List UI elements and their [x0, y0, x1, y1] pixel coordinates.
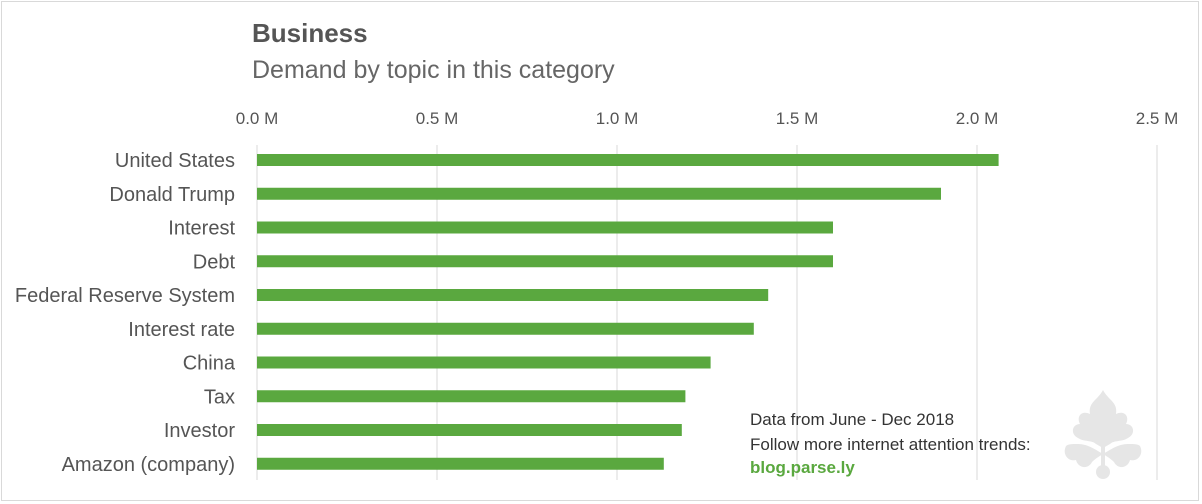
chart-title: Business: [252, 18, 368, 48]
category-label: Donald Trump: [109, 184, 235, 206]
x-tick-label: 1.5 M: [776, 109, 819, 128]
chart-subtitle: Demand by topic in this category: [252, 56, 615, 84]
x-tick-label: 1.0 M: [596, 109, 639, 128]
data-range-note: Data from June - Dec 2018: [750, 410, 955, 429]
category-label: Interest: [168, 218, 235, 240]
x-tick-label: 2.0 M: [956, 109, 999, 128]
bar: [257, 457, 664, 470]
x-tick-label: 0.0 M: [236, 109, 279, 128]
bar: [257, 322, 754, 335]
bar: [257, 221, 833, 234]
bar: [257, 154, 999, 166]
bars: [257, 154, 999, 470]
bar: [257, 424, 682, 436]
category-label: China: [183, 353, 236, 375]
category-labels: United States Donald Trump Interest Debt Fed…: [15, 150, 236, 476]
bar: [257, 255, 833, 268]
category-label: Interest rate: [128, 319, 235, 341]
bar: [257, 390, 686, 403]
category-label: United States: [115, 150, 235, 172]
category-label: Investor: [164, 420, 235, 442]
x-tick-labels: 0.0 M 0.5 M 1.0 M 1.5 M 2.0 M 2.5 M: [236, 109, 1179, 128]
blog-link[interactable]: blog.parse.ly: [750, 458, 855, 477]
category-label: Amazon (company): [62, 454, 235, 476]
bar: [257, 289, 769, 301]
x-tick-label: 0.5 M: [416, 109, 459, 128]
category-label: Debt: [193, 251, 236, 273]
parsely-leaf-icon: [1064, 390, 1142, 479]
x-tick-label: 2.5 M: [1136, 109, 1179, 128]
follow-note: Follow more internet attention trends:: [750, 435, 1031, 454]
category-label: Tax: [204, 386, 235, 408]
bar: [257, 356, 711, 369]
bar: [257, 187, 941, 200]
category-label: Federal Reserve System: [15, 285, 235, 307]
